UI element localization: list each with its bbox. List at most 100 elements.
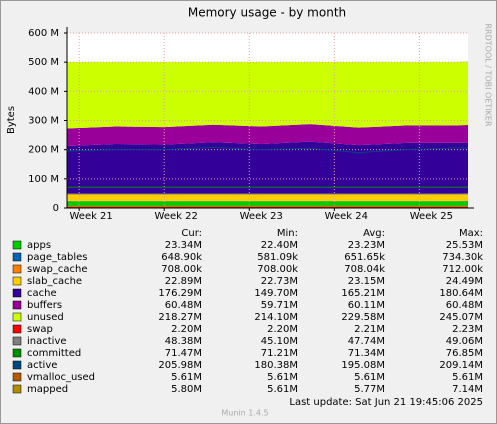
legend-avg: 23.23M [348,240,385,251]
legend-cur: 176.29M [158,288,202,299]
footer: Munin 1.4.5 [221,409,268,418]
legend-min: 5.61M [267,384,298,395]
legend-avg: 2.21M [354,324,385,335]
legend-label: slab_cache [27,276,82,287]
x-tick-label: Week 21 [69,211,112,222]
legend-max: 180.64M [439,288,483,299]
legend-avg: 71.34M [348,348,385,359]
legend-avg: 60.11M [348,300,385,311]
y-tick-label: 600 M [28,28,59,39]
legend-cur: 48.38M [165,336,202,347]
legend-avg: 23.15M [348,276,385,287]
y-tick-label: 200 M [28,145,59,156]
legend-max: 25.53M [446,240,483,251]
column-header: Max: [459,228,483,239]
series-line [66,146,468,154]
legend-max: 49.06M [446,336,483,347]
legend-avg: 5.77M [354,384,385,395]
stack-area [67,61,468,129]
legend-max: 76.85M [446,348,483,359]
legend-swatch [12,264,22,274]
legend-min: 2.20M [267,324,298,335]
legend-label: swap_cache [27,264,87,275]
column-header: Avg: [363,228,385,239]
legend-label: buffers [27,300,62,311]
legend-label: inactive [27,336,67,347]
y-tick-label: 500 M [28,57,59,68]
legend-max: 2.23M [452,324,483,335]
y-tick-label: 100 M [28,174,59,185]
legend-min: 149.70M [254,288,298,299]
side-text: RRDTOOL / TOBI OETIKER [484,23,493,126]
x-tick-label: Week 22 [155,211,198,222]
legend-swatch [12,324,22,334]
legend-cur: 5.61M [171,372,202,383]
legend-label: swap [27,324,53,335]
legend-max: 24.49M [446,276,483,287]
column-header: Min: [277,228,298,239]
legend-swatch [12,312,22,322]
legend-cur: 71.47M [165,348,202,359]
legend-cur: 23.34M [165,240,202,251]
legend-label: apps [27,240,51,251]
legend-min: 71.21M [261,348,298,359]
legend-label: mapped [27,384,68,395]
legend-avg: 195.08M [341,360,385,371]
column-header: Cur: [181,228,202,239]
legend-cur: 2.20M [171,324,202,335]
legend-label: active [27,360,57,371]
chart-title: Memory usage - by month [188,6,346,20]
legend-max: 7.14M [452,384,483,395]
legend-avg: 5.61M [354,372,385,383]
legend-swatch [12,336,22,346]
legend-max: 245.07M [439,312,483,323]
legend-avg: 229.58M [341,312,385,323]
legend-swatch [12,372,22,382]
legend-max: 209.14M [439,360,483,371]
stack-area [67,194,468,201]
legend-cur: 218.27M [158,312,202,323]
legend-max: 60.48M [446,300,483,311]
legend-label: unused [27,312,64,323]
legend-label: cache [27,288,57,299]
legend-swatch [12,240,22,250]
legend-max: 734.30k [442,252,483,263]
legend-cur: 205.98M [158,360,202,371]
x-tick-label: Week 25 [410,211,453,222]
legend-cur: 60.48M [165,300,202,311]
legend-min: 708.00k [257,264,298,275]
y-tick-label: 300 M [28,116,59,127]
legend-label: vmalloc_used [27,372,95,383]
last-update: Last update: Sat Jun 21 19:45:06 2025 [289,397,483,408]
legend-label: page_tables [27,252,88,263]
legend-max: 712.00k [442,264,483,275]
x-tick-label: Week 24 [325,211,368,222]
legend-min: 22.40M [261,240,298,251]
legend-avg: 165.21M [341,288,385,299]
stack-area [67,141,468,195]
legend-cur: 22.89M [165,276,202,287]
legend-min: 180.38M [254,360,298,371]
legend-avg: 47.74M [348,336,385,347]
legend-avg: 708.04k [344,264,385,275]
y-tick-label: 0 [53,203,59,214]
stack-area [67,124,468,147]
legend-cur: 708.00k [161,264,202,275]
legend-swatch [12,288,22,298]
legend-min: 214.10M [254,312,298,323]
legend-swatch [12,360,22,370]
x-tick-label: Week 23 [240,211,283,222]
legend-min: 45.10M [261,336,298,347]
y-tick-label: 400 M [28,86,59,97]
legend-min: 581.09k [257,252,298,263]
legend-swatch [12,276,22,286]
legend-min: 59.71M [261,300,298,311]
legend-swatch [12,252,22,262]
legend-max: 5.61M [452,372,483,383]
legend-swatch [12,300,22,310]
legend-cur: 648.90k [161,252,202,263]
legend-swatch [12,384,22,394]
legend-label: committed [27,348,81,359]
legend-cur: 5.80M [171,384,202,395]
